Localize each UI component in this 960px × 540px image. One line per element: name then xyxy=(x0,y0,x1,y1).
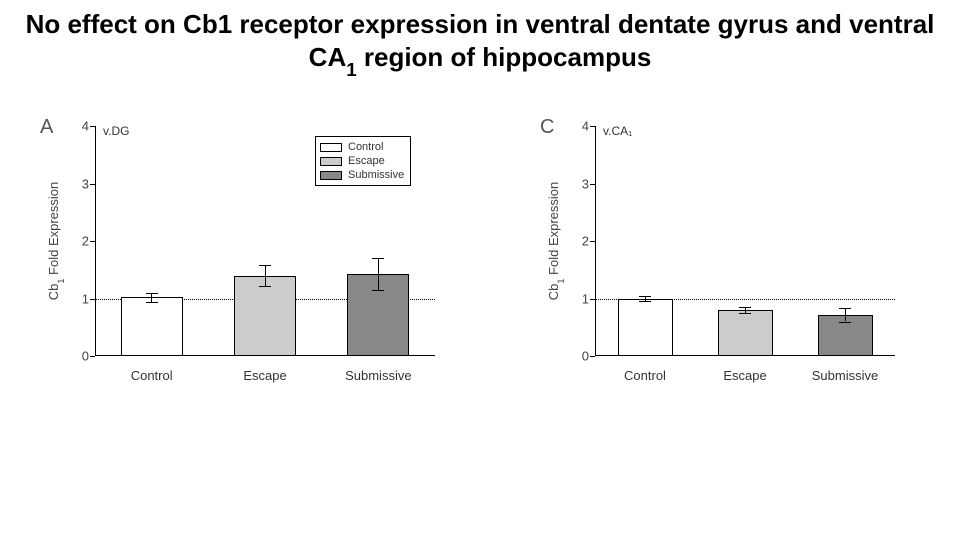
panel-a-errorbar xyxy=(265,265,266,286)
legend-label: Submissive xyxy=(348,169,404,181)
panel-a-ytick-mark xyxy=(90,356,95,357)
title-sub: 1 xyxy=(346,59,356,80)
panel-c-plot: v.CA₁01234Cb1 Fold ExpressionControlEsca… xyxy=(595,126,895,356)
charts-row: A v.DG01234Cb1 Fold ExpressionControlEsc… xyxy=(40,120,920,420)
legend-swatch xyxy=(320,143,342,152)
panel-c: C v.CA₁01234Cb1 Fold ExpressionControlEs… xyxy=(540,120,920,420)
panel-c-ytick-mark xyxy=(590,241,595,242)
panel-a: A v.DG01234Cb1 Fold ExpressionControlEsc… xyxy=(40,120,460,420)
panel-a-bar xyxy=(121,297,183,356)
panel-a-errorcap xyxy=(372,290,384,291)
panel-a-errorbar xyxy=(151,293,152,302)
legend-row: Submissive xyxy=(320,168,404,182)
slide-title: No effect on Cb1 receptor expression in … xyxy=(0,8,960,77)
panel-c-bar xyxy=(718,310,773,356)
panel-a-xtick: Escape xyxy=(243,356,286,383)
panel-a-ylabel: Cb1 Fold Expression xyxy=(46,182,64,301)
panel-c-errorcap xyxy=(839,322,851,323)
panel-c-xtick: Control xyxy=(624,356,666,383)
panel-a-errorcap xyxy=(146,293,158,294)
panel-c-ytick-mark xyxy=(590,356,595,357)
panel-a-legend: Control Escape Submissive xyxy=(315,136,411,186)
panel-a-errorcap xyxy=(259,286,271,287)
legend-row: Control xyxy=(320,140,404,154)
legend-swatch xyxy=(320,157,342,166)
panel-a-plot: v.DG01234Cb1 Fold ExpressionControlEscap… xyxy=(95,126,435,356)
title-post: region of hippocampus xyxy=(357,42,652,72)
panel-c-errorcap xyxy=(639,301,651,302)
panel-c-label: C xyxy=(540,116,554,139)
panel-c-xtick: Escape xyxy=(723,356,766,383)
panel-a-label: A xyxy=(40,116,53,139)
panel-a-bar xyxy=(234,276,296,357)
panel-a-errorcap xyxy=(259,265,271,266)
legend-label: Control xyxy=(348,141,383,153)
panel-a-subtitle: v.DG xyxy=(103,124,129,138)
panel-c-xtick: Submissive xyxy=(812,356,878,383)
panel-a-xtick: Submissive xyxy=(345,356,411,383)
panel-c-errorcap xyxy=(639,296,651,297)
panel-a-xtick: Control xyxy=(131,356,173,383)
panel-c-ytick-mark xyxy=(590,184,595,185)
panel-c-yaxis xyxy=(595,126,596,356)
panel-c-errorbar xyxy=(845,308,846,322)
panel-a-errorcap xyxy=(146,302,158,303)
legend-row: Escape xyxy=(320,154,404,168)
panel-a-errorcap xyxy=(372,258,384,259)
slide: No effect on Cb1 receptor expression in … xyxy=(0,0,960,540)
panel-a-yaxis xyxy=(95,126,96,356)
panel-c-ytick-mark xyxy=(590,126,595,127)
panel-c-errorcap xyxy=(739,307,751,308)
panel-c-errorcap xyxy=(739,313,751,314)
legend-swatch xyxy=(320,171,342,180)
panel-a-ytick-mark xyxy=(90,184,95,185)
panel-c-subtitle: v.CA₁ xyxy=(603,124,632,138)
legend-label: Escape xyxy=(348,155,385,167)
panel-c-bar xyxy=(618,299,673,357)
panel-c-errorcap xyxy=(839,308,851,309)
panel-a-errorbar xyxy=(378,258,379,290)
panel-a-ytick-mark xyxy=(90,241,95,242)
panel-c-ylabel: Cb1 Fold Expression xyxy=(546,182,564,301)
panel-a-ytick-mark xyxy=(90,126,95,127)
